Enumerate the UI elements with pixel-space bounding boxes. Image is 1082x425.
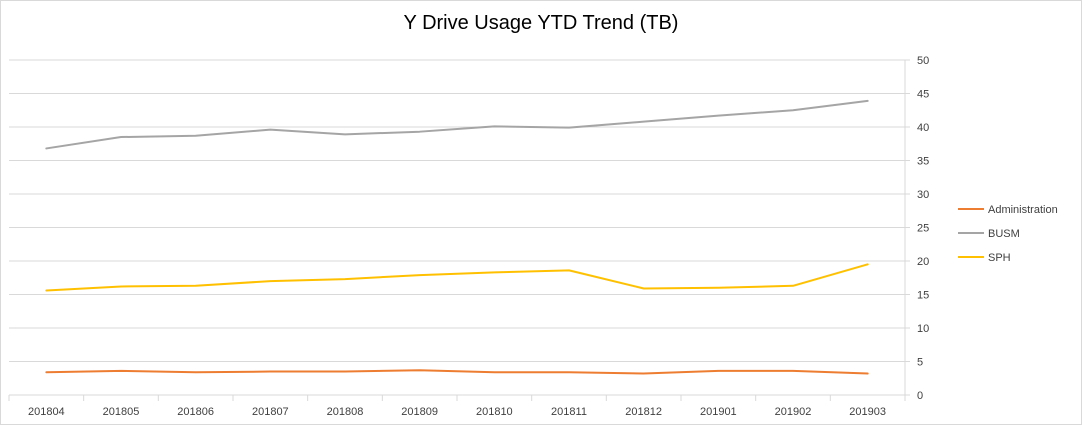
legend: Administration BUSM SPH (958, 204, 1058, 264)
x-tick-label: 201810 (476, 406, 513, 418)
legend-label: SPH (988, 252, 1011, 264)
chart-title: Y Drive Usage YTD Trend (TB) (403, 12, 679, 34)
x-axis: 201804 201805 201806 201807 201808 201809 2018… (8, 395, 906, 418)
y-tick-label: 0 (917, 390, 923, 402)
series-line-sph (45, 263, 869, 292)
x-tick-label: 201902 (775, 406, 812, 418)
y-tick-label: 15 (917, 290, 929, 302)
series-line-administration (45, 369, 869, 375)
y-tick-label: 35 (917, 156, 929, 168)
legend-label: BUSM (988, 228, 1020, 240)
x-tick-label: 201812 (625, 406, 662, 418)
legend-label: Administration (988, 204, 1058, 216)
x-tick-label: 201809 (401, 406, 438, 418)
y-tick-label: 5 (917, 357, 923, 369)
series-lines (45, 99, 869, 375)
x-tick-label: 201805 (103, 406, 140, 418)
x-tick-label: 201804 (28, 406, 65, 418)
y-tick-label: 40 (917, 122, 929, 134)
y-tick-label: 20 (917, 256, 929, 268)
y-tick-label: 10 (917, 323, 929, 335)
y-tick-label: 50 (917, 55, 929, 67)
y-tick-label: 45 (917, 89, 929, 101)
x-tick-label: 201807 (252, 406, 289, 418)
x-tick-label: 201903 (849, 406, 886, 418)
y-tick-label: 30 (917, 189, 929, 201)
x-tick-label: 201901 (700, 406, 737, 418)
y-tick-label: 25 (917, 223, 929, 235)
gridlines (9, 59, 905, 396)
x-tick-label: 201811 (551, 406, 587, 418)
series-line-busm (45, 99, 869, 150)
x-tick-label: 201806 (177, 406, 214, 418)
y-axis: 0 5 10 15 20 25 30 35 40 45 50 (904, 55, 929, 402)
x-tick-label: 201808 (327, 406, 364, 418)
